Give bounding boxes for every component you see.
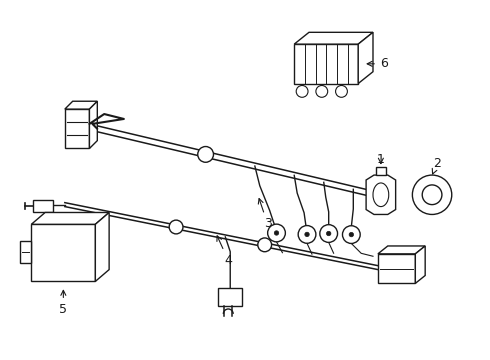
Circle shape bbox=[274, 231, 279, 235]
Text: 3: 3 bbox=[258, 199, 271, 230]
Text: 4: 4 bbox=[217, 236, 232, 267]
Polygon shape bbox=[294, 44, 358, 84]
Polygon shape bbox=[294, 32, 373, 44]
Circle shape bbox=[298, 226, 316, 243]
Polygon shape bbox=[33, 200, 53, 212]
Polygon shape bbox=[416, 246, 425, 283]
Text: 5: 5 bbox=[59, 291, 67, 316]
Polygon shape bbox=[65, 109, 90, 148]
Text: 6: 6 bbox=[367, 57, 388, 70]
Circle shape bbox=[296, 85, 308, 97]
Circle shape bbox=[349, 233, 354, 237]
Polygon shape bbox=[31, 224, 96, 282]
Polygon shape bbox=[219, 288, 242, 306]
Circle shape bbox=[316, 85, 328, 97]
Circle shape bbox=[343, 226, 360, 243]
Text: 1: 1 bbox=[377, 153, 385, 166]
Circle shape bbox=[268, 224, 285, 242]
Circle shape bbox=[305, 232, 309, 237]
Text: 2: 2 bbox=[432, 157, 441, 174]
Circle shape bbox=[169, 220, 183, 234]
Circle shape bbox=[422, 185, 442, 204]
Circle shape bbox=[336, 85, 347, 97]
Polygon shape bbox=[65, 101, 98, 109]
Polygon shape bbox=[378, 246, 425, 254]
Polygon shape bbox=[20, 242, 31, 263]
Circle shape bbox=[326, 231, 331, 236]
Polygon shape bbox=[376, 167, 386, 175]
Polygon shape bbox=[31, 212, 109, 224]
Circle shape bbox=[413, 175, 452, 215]
Polygon shape bbox=[90, 101, 98, 148]
Circle shape bbox=[258, 238, 271, 252]
Polygon shape bbox=[366, 175, 395, 215]
Circle shape bbox=[320, 225, 338, 242]
Circle shape bbox=[198, 147, 214, 162]
Polygon shape bbox=[358, 32, 373, 84]
Polygon shape bbox=[378, 254, 416, 283]
Polygon shape bbox=[96, 212, 109, 282]
